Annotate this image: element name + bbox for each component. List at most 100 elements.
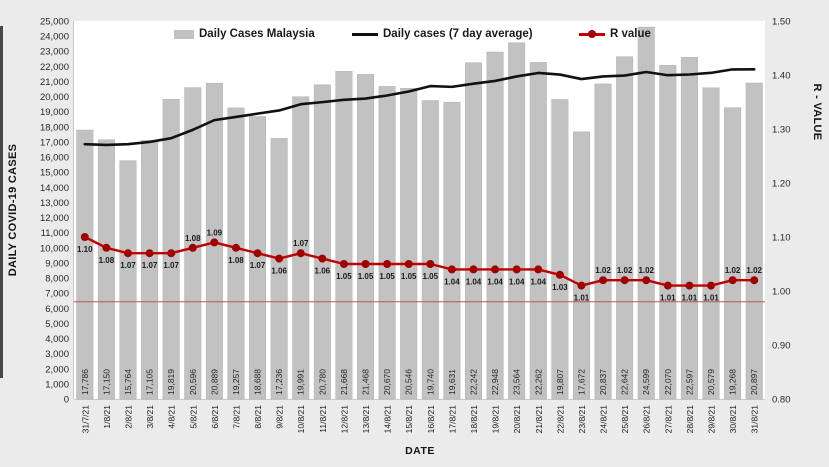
r-value-label: 1.08 (99, 256, 115, 265)
bar (443, 101, 461, 400)
bar-value-label: 21,668 (339, 369, 349, 395)
bar (464, 62, 482, 400)
date-tick-label: 25/8/21 (620, 405, 630, 434)
r-value-label: 1.04 (444, 277, 460, 286)
date-tick-label: 22/8/21 (555, 405, 565, 434)
left-tick-label: 24,000 (40, 32, 69, 43)
left-tick-label: 17,000 (40, 137, 69, 148)
date-tick-label: 29/8/21 (707, 405, 717, 434)
date-tick-label: 3/8/21 (145, 405, 155, 429)
date-tick-label: 23/8/21 (577, 405, 587, 434)
left-axis-title: DAILY COVID-19 CASES (7, 143, 19, 277)
bar-value-label: 22,597 (684, 369, 694, 395)
r-value-marker (123, 249, 132, 258)
r-value-marker (339, 260, 348, 268)
bar-value-label: 24,599 (641, 369, 651, 395)
bar-value-label: 15,764 (123, 369, 133, 395)
right-axis-tick-labels: 0.80 0.90 1.00 1.10 1.20 1.30 1.40 1.50 (772, 17, 791, 406)
date-tick-label: 16/8/21 (426, 405, 436, 434)
date-tick-label: 11/8/21 (318, 405, 328, 433)
marker-dot-icon (588, 30, 596, 38)
r-value-marker (620, 276, 629, 285)
r-value-marker (275, 254, 284, 263)
r-value-label: 1.02 (617, 266, 633, 275)
bar (572, 131, 590, 400)
bar-value-label: 20,780 (317, 369, 327, 395)
bar (680, 57, 698, 400)
r-value-marker (80, 233, 89, 241)
left-tick-label: 20,000 (40, 92, 69, 103)
r-value-label: 1.06 (315, 267, 331, 276)
r-value-marker (728, 276, 737, 285)
bar-value-label: 20,837 (598, 369, 608, 395)
left-tick-label: 2,000 (45, 364, 69, 375)
r-value-marker (296, 249, 305, 258)
r-value-label: 1.04 (466, 277, 482, 286)
right-tick-label: 0.90 (772, 341, 791, 352)
r-value-marker (383, 260, 392, 268)
left-tick-label: 15,000 (40, 168, 69, 179)
bar-value-label: 22,262 (533, 369, 543, 395)
r-value-marker (231, 243, 240, 252)
r-value-label: 1.01 (574, 294, 590, 303)
r-value-label: 1.02 (595, 266, 611, 275)
legend-label: R value (610, 28, 651, 40)
r-value-label: 1.01 (682, 294, 698, 303)
r-value-label: 1.05 (401, 272, 417, 281)
bar-value-label: 17,786 (80, 369, 90, 395)
r-value-marker (491, 265, 500, 274)
date-tick-label: 27/8/21 (663, 405, 673, 434)
r-value-label: 1.04 (530, 277, 546, 286)
bar-value-label: 22,948 (490, 369, 500, 395)
r-value-label: 1.01 (703, 294, 719, 303)
bar-value-label: 20,670 (382, 369, 392, 395)
right-axis-title: R - VALUE (811, 83, 823, 141)
date-tick-label: 12/8/21 (339, 405, 349, 434)
r-value-marker (512, 265, 521, 274)
r-value-marker (426, 260, 435, 268)
r-value-label: 1.08 (185, 234, 201, 243)
date-tick-label: 31/8/21 (750, 405, 760, 434)
bar (76, 129, 94, 400)
bar (486, 51, 504, 400)
r-value-marker (469, 265, 478, 274)
right-tick-label: 1.50 (772, 17, 791, 28)
left-tick-label: 19,000 (40, 107, 69, 118)
date-tick-label: 9/8/21 (275, 405, 285, 429)
r-value-marker (750, 276, 759, 285)
left-tick-label: 25,000 (40, 17, 69, 28)
left-tick-label: 21,000 (40, 77, 69, 88)
date-tick-label: 24/8/21 (599, 405, 609, 434)
r-value-label: 1.07 (293, 239, 309, 248)
bar (270, 138, 288, 400)
r-value-label: 1.03 (552, 283, 568, 292)
date-tick-label: 18/8/21 (469, 405, 479, 434)
r-value-marker (167, 249, 176, 258)
bar (702, 87, 720, 400)
bar (141, 140, 159, 400)
legend-label: Daily cases (7 day average) (383, 28, 533, 40)
date-tick-label: 8/8/21 (253, 405, 263, 429)
bar-value-label: 20,546 (404, 369, 414, 395)
left-tick-label: 6,000 (45, 304, 69, 315)
date-tick-labels: 31/7/21 1/8/21 2/8/21 3/8/21 4/8/21 5/8/21 6/8… (80, 405, 759, 434)
r-value-label: 1.02 (746, 266, 762, 275)
bar (529, 62, 547, 400)
r-value-marker (707, 281, 716, 290)
bar (508, 42, 526, 400)
bar (227, 107, 245, 400)
right-tick-label: 1.10 (772, 233, 791, 244)
date-tick-label: 21/8/21 (534, 405, 544, 434)
r-value-marker (555, 270, 564, 279)
right-tick-label: 0.80 (772, 395, 791, 406)
r-value-labels: 1.10 1.08 1.07 1.07 1.07 1.08 1.09 1.08 1.07 1.06… (77, 228, 763, 302)
date-tick-label: 17/8/21 (447, 405, 457, 434)
bar (249, 116, 267, 400)
r-value-marker (253, 249, 262, 258)
date-tick-label: 4/8/21 (167, 405, 177, 429)
legend-item-daily-cases: Daily Cases Malaysia (174, 27, 315, 41)
r-value-marker (188, 243, 197, 252)
bar (335, 71, 353, 400)
date-tick-label: 19/8/21 (491, 405, 501, 434)
bar-value-label: 20,596 (188, 369, 198, 395)
